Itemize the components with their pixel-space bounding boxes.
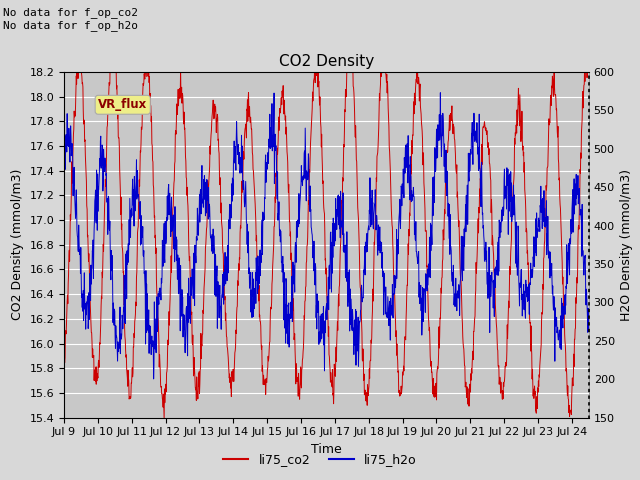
Y-axis label: CO2 Density (mmol/m3): CO2 Density (mmol/m3) [11, 169, 24, 321]
Legend: li75_co2, li75_h2o: li75_co2, li75_h2o [218, 448, 422, 471]
X-axis label: Time: Time [311, 443, 342, 456]
Title: CO2 Density: CO2 Density [279, 54, 374, 70]
Text: VR_flux: VR_flux [98, 98, 147, 111]
Text: No data for f_op_co2
No data for f_op_h2o: No data for f_op_co2 No data for f_op_h2… [3, 7, 138, 31]
Y-axis label: H2O Density (mmol/m3): H2O Density (mmol/m3) [620, 169, 634, 321]
